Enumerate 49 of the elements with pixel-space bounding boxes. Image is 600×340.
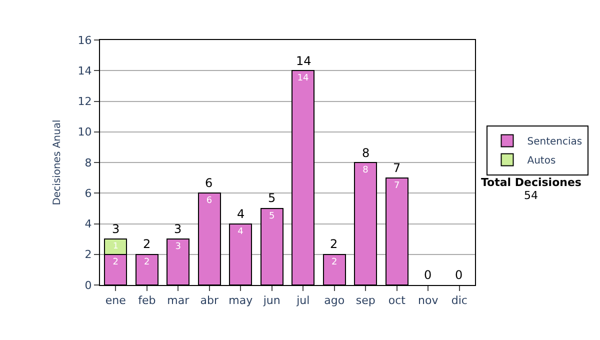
total-label: 0 <box>455 268 463 282</box>
total-label: 3 <box>174 222 182 236</box>
y-tick-label: 8 <box>84 156 92 170</box>
data-label: 7 <box>394 180 400 191</box>
data-label: 5 <box>269 211 275 222</box>
data-label: 2 <box>332 257 338 268</box>
text: Total Decisiones <box>481 176 582 189</box>
data-label: 1 <box>112 240 118 251</box>
total-label: 3 <box>112 222 120 236</box>
data-label: 2 <box>112 257 118 268</box>
total-label: 8 <box>362 146 370 160</box>
total-label: 5 <box>268 191 276 205</box>
data-label: 6 <box>206 196 212 206</box>
total-label: 0 <box>424 268 432 282</box>
x-tick-label: ago <box>324 294 345 308</box>
x-tick-label: nov <box>418 294 439 308</box>
data-label: 3 <box>175 242 181 252</box>
x-tick-label: ene <box>105 294 126 308</box>
total-label: 14 <box>296 54 312 68</box>
data-label: 14 <box>297 74 309 84</box>
y-tick-label: 16 <box>78 34 92 47</box>
x-tick-label: oct <box>388 294 406 308</box>
y-tick-label: 0 <box>84 278 92 292</box>
legend-label: Sentencias <box>527 136 582 148</box>
total-label: 4 <box>237 207 245 221</box>
y-tick-label: 10 <box>78 126 92 139</box>
legend-label: Autos <box>527 156 556 167</box>
x-tick-label: abr <box>200 294 219 308</box>
x-tick-label: may <box>228 294 254 308</box>
data-label: 4 <box>238 226 244 237</box>
total-label: 7 <box>393 161 401 175</box>
y-tick-label: 4 <box>84 218 92 231</box>
x-tick-label: feb <box>138 294 156 308</box>
data-label: 2 <box>144 257 150 268</box>
data-label: 8 <box>362 166 369 176</box>
x-tick-label: sep <box>356 294 376 308</box>
total-label: 2 <box>330 237 338 251</box>
y-axis-title: Decisiones Anual <box>52 120 63 206</box>
y-tick-label: 12 <box>78 95 92 108</box>
text: 54 <box>524 189 538 202</box>
total-label: 6 <box>205 176 213 190</box>
y-tick-label: 6 <box>84 186 92 200</box>
y-tick-label: 14 <box>78 64 92 78</box>
total-label: 2 <box>143 237 151 251</box>
y-tick-label: 2 <box>84 248 92 262</box>
x-tick-label: mar <box>167 294 190 308</box>
x-tick-label: dic <box>451 294 468 308</box>
x-tick-label: jun <box>262 294 280 308</box>
x-tick-label: jul <box>296 294 310 308</box>
